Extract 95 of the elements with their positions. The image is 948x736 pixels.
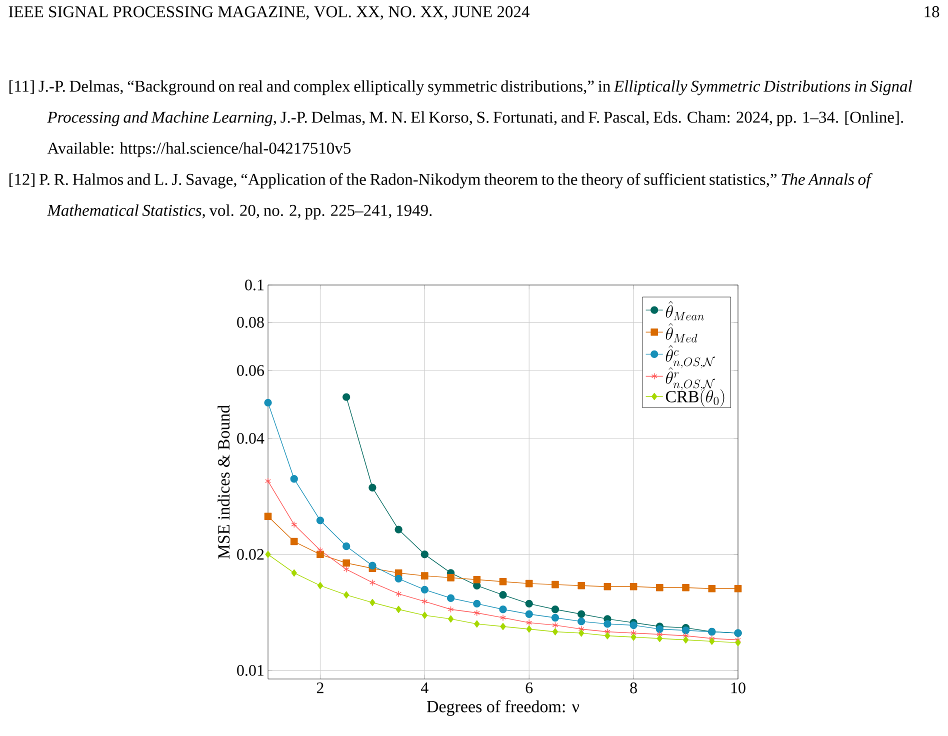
- x-tick-label: 4: [420, 682, 428, 694]
- point: [290, 538, 298, 546]
- point: [394, 526, 402, 534]
- point: [630, 633, 636, 641]
- point: [577, 610, 586, 618]
- point: [499, 591, 507, 599]
- point: [291, 521, 298, 528]
- point: [316, 550, 324, 558]
- point: [526, 619, 532, 626]
- y-axis-title: MSE indices & Bound: [218, 405, 230, 559]
- point: [552, 628, 558, 636]
- point: [368, 484, 376, 492]
- text: 18: [924, 6, 940, 18]
- y-tick-label: 0.02: [237, 548, 264, 560]
- point: [552, 622, 558, 629]
- point: [342, 393, 350, 401]
- point: [734, 584, 742, 592]
- point: [317, 582, 324, 590]
- point: [709, 638, 715, 645]
- legend-label: $\hat{\theta}_{Med}$: [666, 323, 698, 342]
- point: [499, 606, 507, 614]
- legend-label: $\mathrm{CRB}(\theta_0)$: [666, 389, 724, 407]
- point: [604, 582, 612, 590]
- x-tick-label: 2: [316, 682, 324, 694]
- text: [11] J.-P. Delmas, “Background on real and complex elliptically symmetric distributions,” in Elliptically Symmetric Distributions in Signal Processing and Machine Learning, J.-P. Delmas, M. N. El Korso, S. Fortunati, and F. Pascal, Eds. Cham: 2024, pp. 1–34. [Online]. Available: https://hal.science/hal-04217510v5: [9, 80, 912, 158]
- x-tick-label: 10: [731, 682, 746, 694]
- point: [447, 574, 454, 582]
- point: [420, 550, 429, 558]
- point: [578, 629, 584, 637]
- point: [344, 591, 350, 599]
- point: [630, 582, 638, 590]
- point: [656, 634, 662, 642]
- point: [291, 569, 297, 577]
- legend-label: $\hat{\theta}^{r}_{n,OS,\mathcal{N}}$: [666, 367, 715, 390]
- point: [342, 542, 350, 550]
- point: [630, 621, 638, 630]
- point: [578, 582, 585, 590]
- point: [343, 566, 350, 573]
- point: [577, 618, 586, 626]
- y-tick-label: 0.1: [245, 280, 264, 290]
- point: [552, 580, 559, 588]
- point: [656, 584, 664, 592]
- point: [265, 478, 271, 484]
- x-axis-title: Degrees of freedom: ν: [426, 700, 580, 716]
- point: [265, 550, 271, 558]
- point: [473, 600, 481, 608]
- text: IEEE SIGNAL PROCESSING MAGAZINE, VOL. XX, NO. XX, JUNE 2024: [8, 6, 530, 20]
- y-tick-label: 0.01: [237, 664, 264, 676]
- point: [656, 625, 664, 633]
- point: [682, 636, 689, 644]
- point: [422, 598, 428, 605]
- text: [12] P. R. Halmos and L. J. Savage, “Application of the Radon-Nikodym theorem to the theory of sufficient statistics,” The Annals of Mathematical Statistics, vol. 20, no. 2, pp. 225–241, 1949.: [9, 173, 873, 220]
- x-tick-label: 8: [630, 682, 637, 694]
- point: [525, 580, 533, 588]
- point: [604, 620, 612, 628]
- point: [473, 576, 481, 584]
- point: [526, 625, 532, 633]
- y-tick-label: 0.04: [237, 432, 264, 444]
- point: [342, 559, 350, 567]
- point: [421, 572, 428, 580]
- point: [316, 516, 324, 524]
- point: [422, 612, 428, 619]
- point: [370, 598, 376, 606]
- point: [370, 579, 376, 586]
- point: [735, 639, 741, 646]
- point: [290, 475, 298, 483]
- y-tick-label: 0.08: [237, 316, 264, 328]
- point: [525, 600, 533, 608]
- point: [264, 512, 272, 520]
- legend-label: $\hat{\theta}^{c}_{n,OS,\mathcal{N}}$: [666, 345, 715, 368]
- point: [317, 546, 324, 554]
- point: [420, 586, 429, 594]
- y-tick-label: 0.06: [237, 365, 264, 376]
- x-tick-label: 6: [526, 682, 533, 694]
- point: [448, 615, 454, 623]
- point: [396, 590, 402, 598]
- point: [448, 606, 454, 613]
- point: [394, 574, 402, 583]
- point: [396, 606, 402, 614]
- point: [708, 584, 716, 592]
- point: [500, 622, 506, 630]
- point: [682, 584, 690, 592]
- legend-label: $\hat{\theta}_{Mean}$: [666, 301, 704, 320]
- point: [264, 398, 272, 407]
- point: [368, 562, 376, 570]
- point: [474, 620, 480, 628]
- point: [499, 578, 507, 586]
- point: [551, 614, 560, 622]
- point: [682, 626, 690, 634]
- point: [500, 614, 506, 622]
- point: [604, 632, 610, 640]
- point: [551, 606, 560, 614]
- point: [525, 610, 533, 618]
- point: [446, 594, 455, 602]
- point: [474, 610, 480, 616]
